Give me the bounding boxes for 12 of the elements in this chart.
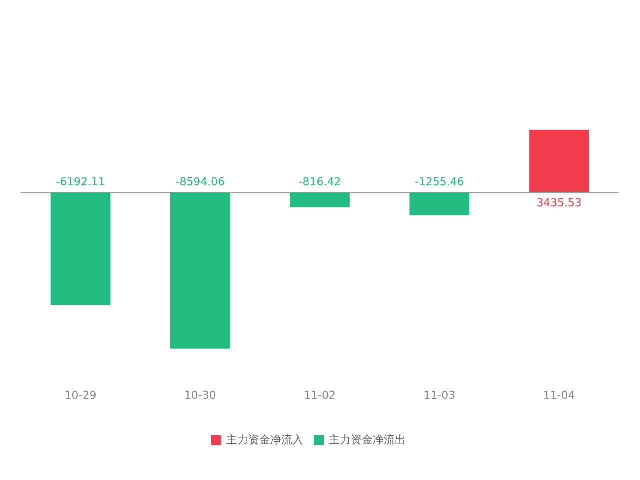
x-tick-label: 11-03 xyxy=(424,388,456,402)
x-tick-label: 11-04 xyxy=(543,388,576,402)
legend-label: 主力资金净流入 xyxy=(226,433,304,446)
legend-label: 主力资金净流出 xyxy=(328,433,406,446)
x-tick-label: 10-29 xyxy=(64,388,97,402)
data-label: -6192.11 xyxy=(56,176,106,189)
x-tick-label: 11-02 xyxy=(304,388,336,402)
data-label: 3435.53 xyxy=(536,196,582,210)
data-label: -1255.46 xyxy=(415,176,464,189)
data-label: -816.42 xyxy=(298,176,342,189)
x-tick-label: 10-30 xyxy=(184,388,216,402)
data-label: -8594.06 xyxy=(176,176,226,189)
